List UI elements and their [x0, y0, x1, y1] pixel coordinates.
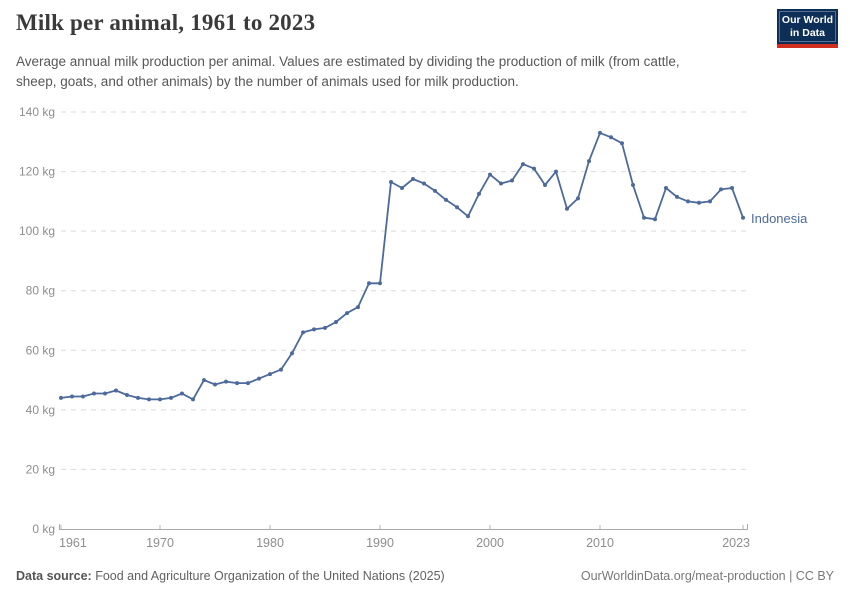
- chart-subtitle: Average annual milk production per anima…: [16, 54, 680, 89]
- data-point-marker[interactable]: [455, 205, 459, 210]
- data-point-marker[interactable]: [631, 183, 635, 187]
- chart-footer: Data source: Food and Agriculture Organi…: [16, 569, 834, 583]
- data-point-marker[interactable]: [246, 381, 250, 386]
- data-point-marker[interactable]: [532, 166, 536, 171]
- data-point-marker[interactable]: [620, 141, 624, 146]
- data-point-marker[interactable]: [444, 197, 448, 202]
- data-point-marker[interactable]: [125, 393, 129, 397]
- data-point-marker[interactable]: [345, 311, 349, 316]
- owid-logo-line2: in Data: [789, 26, 825, 39]
- data-point-marker[interactable]: [356, 305, 360, 310]
- data-point-marker[interactable]: [554, 169, 558, 174]
- data-point-marker[interactable]: [642, 215, 646, 220]
- x-axis-tick-label: 1970: [146, 536, 174, 550]
- y-axis-tick-label: 0 kg: [32, 522, 55, 536]
- data-point-marker[interactable]: [257, 376, 261, 381]
- data-point-marker[interactable]: [81, 394, 85, 399]
- data-point-marker[interactable]: [697, 200, 701, 205]
- data-point-marker[interactable]: [147, 397, 151, 402]
- y-axis-tick-label: 20 kg: [26, 462, 55, 476]
- data-point-marker[interactable]: [521, 162, 525, 167]
- data-source-note: Data source: Food and Agriculture Organi…: [16, 569, 445, 583]
- data-point-marker[interactable]: [466, 214, 470, 219]
- data-point-marker[interactable]: [191, 397, 195, 402]
- data-source-label: Data source:: [16, 569, 92, 583]
- y-axis-tick-label: 100 kg: [19, 224, 55, 238]
- y-axis-tick-label: 80 kg: [26, 284, 55, 298]
- data-point-marker[interactable]: [411, 177, 415, 181]
- owid-logo-box: Our World in Data: [777, 9, 838, 44]
- data-point-marker[interactable]: [180, 391, 184, 396]
- data-point-marker[interactable]: [213, 382, 217, 387]
- data-point-marker[interactable]: [675, 194, 679, 199]
- data-point-marker[interactable]: [103, 391, 107, 396]
- data-point-marker[interactable]: [422, 181, 426, 186]
- data-point-marker[interactable]: [367, 281, 371, 286]
- x-axis-tick-label: 2010: [586, 536, 614, 550]
- data-point-marker[interactable]: [202, 378, 206, 383]
- data-point-marker[interactable]: [477, 191, 481, 196]
- data-point-marker[interactable]: [400, 186, 404, 190]
- y-axis-tick-label: 120 kg: [19, 165, 55, 179]
- data-source-text: Food and Agriculture Organization of the…: [91, 569, 445, 583]
- credit-link[interactable]: OurWorldinData.org/meat-production | CC …: [580, 569, 834, 583]
- data-point-marker[interactable]: [543, 183, 547, 187]
- x-axis-tick-label: 2023: [722, 536, 750, 550]
- data-point-marker[interactable]: [334, 320, 338, 324]
- x-axis-tick-label: 1990: [366, 536, 394, 550]
- data-point-marker[interactable]: [499, 181, 503, 186]
- data-point-marker[interactable]: [312, 327, 316, 332]
- owid-logo-line1: Our World: [781, 13, 834, 26]
- data-point-marker[interactable]: [323, 325, 327, 330]
- page-title: Milk per animal, 1961 to 2023: [16, 10, 316, 35]
- data-point-marker[interactable]: [609, 135, 613, 140]
- data-point-marker[interactable]: [598, 130, 602, 135]
- data-point-marker[interactable]: [301, 330, 305, 335]
- data-point-marker[interactable]: [169, 395, 173, 400]
- data-point-marker[interactable]: [730, 186, 734, 190]
- data-point-marker[interactable]: [510, 178, 514, 183]
- data-point-marker[interactable]: [741, 215, 745, 220]
- data-point-marker[interactable]: [653, 217, 657, 222]
- x-axis-tick-label: 1980: [256, 536, 284, 550]
- data-point-marker[interactable]: [279, 367, 283, 372]
- data-point-marker[interactable]: [114, 388, 118, 393]
- data-point-marker[interactable]: [378, 281, 382, 286]
- indonesia-series-line[interactable]: [60, 131, 744, 401]
- data-point-marker[interactable]: [587, 159, 591, 164]
- data-point-marker[interactable]: [70, 394, 74, 399]
- data-point-marker[interactable]: [389, 180, 393, 184]
- y-axis-tick-label: 140 kg: [19, 105, 55, 119]
- data-point-marker[interactable]: [433, 188, 437, 193]
- owid-logo: Our World in Data: [777, 9, 838, 48]
- data-point-marker[interactable]: [235, 381, 239, 386]
- data-point-marker[interactable]: [686, 199, 690, 204]
- data-point-marker[interactable]: [224, 379, 228, 384]
- data-point-marker[interactable]: [158, 397, 162, 402]
- data-point-marker[interactable]: [92, 391, 96, 396]
- data-point-marker[interactable]: [59, 395, 63, 400]
- data-point-marker[interactable]: [136, 395, 140, 400]
- y-axis-tick-label: 40 kg: [26, 403, 55, 417]
- y-axis-tick-label: 60 kg: [26, 343, 55, 357]
- data-point-marker[interactable]: [290, 351, 294, 356]
- data-point-marker[interactable]: [268, 372, 272, 377]
- data-point-marker[interactable]: [708, 199, 712, 204]
- owid-logo-red-bar: [777, 44, 838, 48]
- x-axis-tick-label: 1961: [59, 536, 87, 550]
- data-point-marker[interactable]: [576, 196, 580, 201]
- data-point-marker[interactable]: [719, 187, 723, 192]
- x-axis-tick-label: 2000: [476, 536, 504, 550]
- series-label-indonesia[interactable]: Indonesia: [751, 211, 808, 226]
- data-point-marker[interactable]: [488, 172, 492, 177]
- data-point-marker[interactable]: [664, 186, 668, 190]
- data-point-marker[interactable]: [565, 206, 569, 211]
